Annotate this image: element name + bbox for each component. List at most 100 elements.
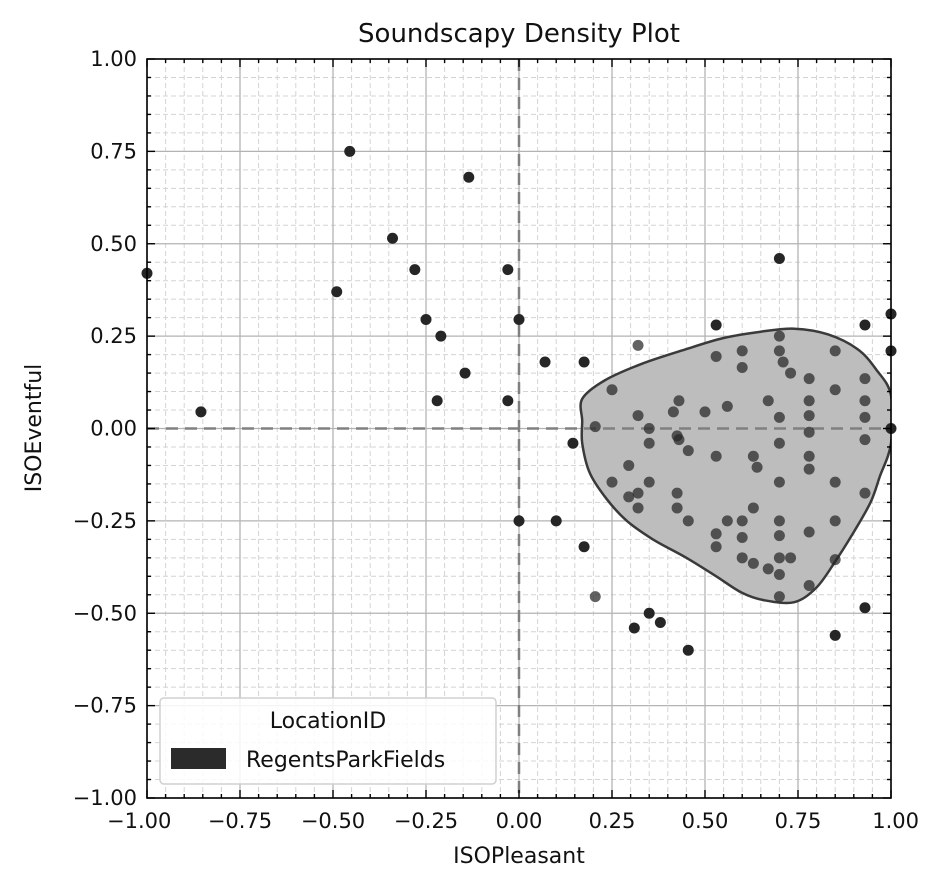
scatter-point bbox=[773, 591, 785, 603]
scatter-point bbox=[682, 644, 694, 656]
x-tick-label: 0.50 bbox=[682, 809, 729, 833]
scatter-point bbox=[539, 356, 551, 368]
scatter-point bbox=[682, 445, 694, 457]
y-tick-label: −0.50 bbox=[73, 601, 137, 625]
scatter-point bbox=[643, 607, 655, 619]
scatter-point bbox=[773, 330, 785, 342]
scatter-point bbox=[859, 395, 871, 407]
x-tick-label: 0.75 bbox=[775, 809, 822, 833]
scatter-point bbox=[777, 356, 789, 368]
y-tick-label: −0.25 bbox=[73, 509, 137, 533]
scatter-point bbox=[459, 367, 471, 379]
scatter-point bbox=[803, 373, 815, 385]
x-tick-label: −0.50 bbox=[301, 809, 365, 833]
scatter-point bbox=[773, 568, 785, 580]
scatter-point bbox=[721, 400, 733, 412]
scatter-point bbox=[859, 487, 871, 499]
scatter-point bbox=[762, 395, 774, 407]
scatter-point bbox=[606, 476, 618, 488]
scatter-point bbox=[736, 345, 748, 357]
x-tick-label: −1.00 bbox=[107, 809, 171, 833]
scatter-point bbox=[751, 461, 763, 473]
scatter-point bbox=[673, 434, 685, 446]
scatter-point bbox=[623, 459, 635, 471]
scatter-point bbox=[736, 515, 748, 527]
scatter-point bbox=[710, 528, 722, 540]
scatter-point bbox=[344, 145, 356, 157]
scatter-point bbox=[673, 395, 685, 407]
scatter-point bbox=[578, 541, 590, 553]
scatter-point bbox=[785, 367, 797, 379]
scatter-point bbox=[420, 313, 432, 325]
scatter-point bbox=[643, 476, 655, 488]
scatter-point bbox=[331, 286, 343, 298]
scatter-point bbox=[773, 476, 785, 488]
scatter-point bbox=[387, 232, 399, 244]
scatter-point bbox=[463, 171, 475, 183]
scatter-point bbox=[409, 264, 421, 276]
y-tick-label: −1.00 bbox=[73, 786, 137, 810]
scatter-point bbox=[682, 515, 694, 527]
legend: LocationID RegentsParkFields bbox=[159, 697, 497, 785]
scatter-point bbox=[829, 554, 841, 566]
legend-label-regentsparkfields: RegentsParkFields bbox=[246, 748, 445, 773]
scatter-point bbox=[773, 552, 785, 564]
x-tick-label: −0.75 bbox=[208, 809, 272, 833]
scatter-point bbox=[829, 515, 841, 527]
scatter-point bbox=[643, 437, 655, 449]
y-tick-label: 0.50 bbox=[90, 232, 137, 256]
scatter-point bbox=[803, 526, 815, 538]
scatter-point bbox=[435, 330, 447, 342]
scatter-point bbox=[829, 629, 841, 641]
scatter-point bbox=[859, 411, 871, 423]
scatter-point bbox=[803, 410, 815, 422]
scatter-point bbox=[195, 406, 207, 418]
scatter-point bbox=[606, 384, 618, 396]
scatter-point bbox=[736, 552, 748, 564]
scatter-point bbox=[654, 616, 666, 628]
legend-title: LocationID bbox=[270, 709, 386, 734]
scatter-point bbox=[589, 591, 601, 603]
scatter-point bbox=[671, 502, 683, 514]
y-tick-label: 0.00 bbox=[90, 417, 137, 441]
scatter-point bbox=[829, 345, 841, 357]
scatter-point bbox=[803, 395, 815, 407]
scatter-point bbox=[567, 437, 579, 449]
axis-ticks bbox=[146, 58, 892, 799]
scatter-points bbox=[141, 145, 897, 656]
scatter-point bbox=[632, 410, 644, 422]
scatter-point bbox=[502, 395, 514, 407]
scatter-point bbox=[736, 362, 748, 374]
scatter-point bbox=[632, 487, 644, 499]
scatter-point bbox=[773, 530, 785, 542]
x-axis-tick-labels: −1.00 −0.75 −0.50 −0.25 0.00 0.25 0.50 0.75 1.00 bbox=[107, 809, 919, 833]
scatter-point bbox=[773, 345, 785, 357]
scatter-point bbox=[632, 339, 644, 351]
scatter-point bbox=[747, 450, 759, 462]
x-tick-label: 1.00 bbox=[872, 809, 919, 833]
scatter-point bbox=[762, 563, 774, 575]
legend-swatch bbox=[171, 748, 226, 769]
scatter-point bbox=[773, 437, 785, 449]
scatter-point bbox=[623, 491, 635, 503]
scatter-point bbox=[671, 487, 683, 499]
chart-title: Soundscapy Density Plot bbox=[358, 19, 680, 49]
scatter-point bbox=[550, 515, 562, 527]
scatter-point bbox=[710, 541, 722, 553]
y-axis-tick-labels: −1.00 −0.75 −0.50 −0.25 0.00 0.25 0.50 0.75 1.00 bbox=[73, 47, 137, 810]
scatter-point bbox=[632, 502, 644, 514]
scatter-point bbox=[803, 580, 815, 592]
scatter-point bbox=[747, 502, 759, 514]
scatter-point bbox=[699, 406, 711, 418]
scatter-point bbox=[773, 253, 785, 265]
scatter-point bbox=[803, 426, 815, 438]
scatter-point bbox=[431, 395, 443, 407]
y-tick-label: 0.25 bbox=[90, 324, 137, 348]
x-tick-label: 0.00 bbox=[496, 809, 543, 833]
x-tick-label: −0.25 bbox=[394, 809, 458, 833]
scatter-point bbox=[773, 515, 785, 527]
y-tick-label: −0.75 bbox=[73, 694, 137, 718]
y-tick-label: 1.00 bbox=[90, 47, 137, 71]
scatter-point bbox=[513, 515, 525, 527]
